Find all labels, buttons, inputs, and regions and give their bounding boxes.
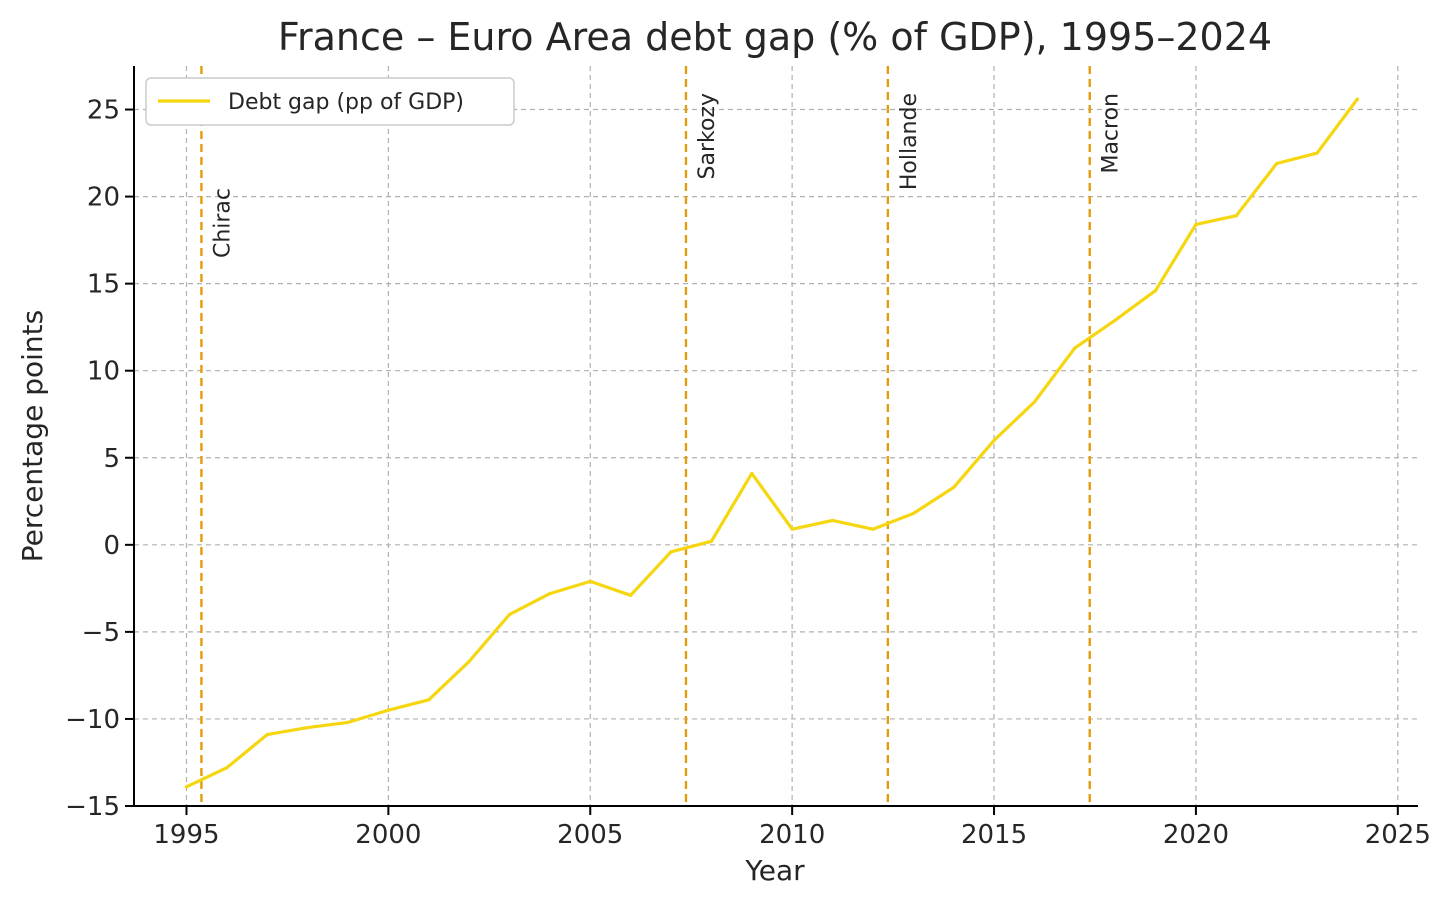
data-point bbox=[952, 485, 956, 489]
legend-entry: Debt gap (pp of GDP) bbox=[228, 90, 464, 115]
y-tick-label: 10 bbox=[87, 357, 120, 387]
axes: 1995 2000 2005 2010 2015 2020 2025−15−10−50510… bbox=[65, 66, 1431, 850]
data-point bbox=[790, 527, 794, 531]
data-point bbox=[992, 438, 996, 442]
legend-frame bbox=[145, 77, 515, 126]
x-tick-label: 1995 bbox=[153, 820, 219, 850]
data-point bbox=[184, 785, 189, 789]
y-tick-label: 5 bbox=[103, 444, 120, 474]
y-tick-label: 25 bbox=[87, 96, 120, 126]
x-tick-label: 2000 bbox=[355, 820, 421, 850]
data-point bbox=[507, 612, 512, 617]
data-point bbox=[1355, 97, 1360, 101]
data-point bbox=[1113, 318, 1117, 322]
data-point bbox=[629, 593, 633, 597]
data-point bbox=[1032, 400, 1037, 404]
data-point bbox=[669, 550, 673, 554]
legend: Debt gap (pp of GDP) bbox=[145, 77, 515, 126]
data-point bbox=[225, 766, 229, 770]
data-point bbox=[386, 708, 390, 712]
y-tick-label: −10 bbox=[65, 705, 120, 735]
series-line bbox=[184, 97, 1360, 789]
y-tick-label: −15 bbox=[65, 792, 120, 822]
data-point bbox=[709, 539, 713, 543]
x-tick-label: 2015 bbox=[961, 820, 1027, 850]
data-point bbox=[427, 698, 431, 702]
x-tick-label: 2010 bbox=[759, 820, 825, 850]
y-axis-label: Percentage points bbox=[16, 310, 49, 562]
president-label: Macron bbox=[1099, 93, 1124, 174]
president-label: Chirac bbox=[210, 188, 235, 258]
x-tick-label: 2005 bbox=[557, 820, 623, 850]
y-tick-label: 15 bbox=[87, 270, 120, 300]
x-axis-label: Year bbox=[744, 854, 805, 887]
data-point bbox=[306, 726, 310, 730]
x-tick-label: 2020 bbox=[1163, 820, 1229, 850]
data-point bbox=[1234, 214, 1238, 218]
x-tick-label: 2025 bbox=[1365, 820, 1431, 850]
data-point bbox=[750, 471, 754, 476]
data-point bbox=[1315, 151, 1319, 155]
data-point bbox=[548, 591, 552, 596]
data-point bbox=[1153, 289, 1158, 293]
data-point bbox=[265, 733, 269, 737]
data-point bbox=[467, 659, 471, 664]
data-point bbox=[871, 527, 875, 531]
data-point bbox=[1194, 222, 1198, 227]
y-tick-label: 20 bbox=[87, 183, 120, 213]
chart-title: France – Euro Area debt gap (% of GDP), … bbox=[278, 15, 1272, 59]
series-layer bbox=[184, 97, 1360, 789]
president-label: Sarkozy bbox=[695, 93, 720, 179]
data-point bbox=[1073, 346, 1077, 350]
y-tick-label: −5 bbox=[82, 618, 120, 648]
data-point bbox=[1275, 161, 1279, 166]
president-label: Hollande bbox=[897, 93, 922, 190]
grid bbox=[134, 66, 1418, 807]
data-point bbox=[346, 720, 350, 725]
data-point bbox=[911, 511, 915, 516]
y-tick-label: 0 bbox=[103, 531, 120, 561]
president-lines: Chirac Sarkozy Hollande Macron bbox=[200, 66, 1124, 806]
data-point bbox=[830, 518, 835, 523]
data-point bbox=[588, 579, 592, 583]
